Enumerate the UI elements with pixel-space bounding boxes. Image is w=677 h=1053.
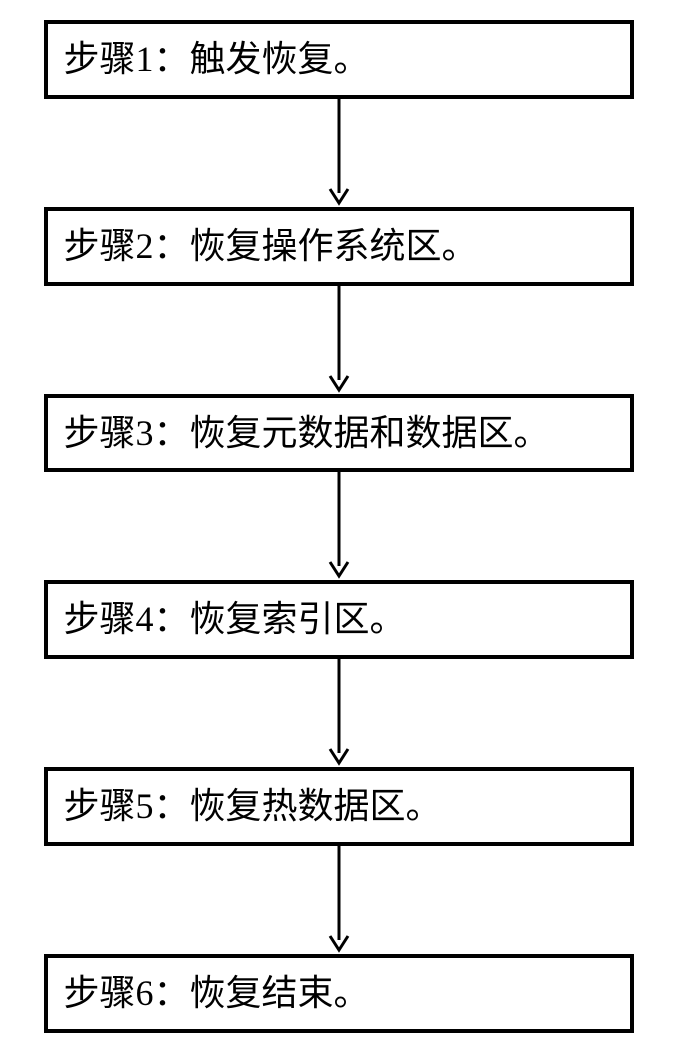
flowchart-container: 步骤1：触发恢复。 步骤2：恢复操作系统区。 步骤3：恢复元数据和数据区。 步骤… (0, 0, 677, 1053)
step-box-2: 步骤2：恢复操作系统区。 (44, 207, 634, 286)
step-label: 步骤5：恢复热数据区。 (64, 786, 442, 826)
arrow-3-4 (40, 472, 637, 580)
step-label: 步骤4：恢复索引区。 (64, 599, 406, 639)
arrow-down-icon (324, 99, 354, 207)
arrow-5-6 (40, 846, 637, 954)
step-box-6: 步骤6：恢复结束。 (44, 954, 634, 1033)
arrow-4-5 (40, 659, 637, 767)
arrow-down-icon (324, 472, 354, 580)
step-box-4: 步骤4：恢复索引区。 (44, 580, 634, 659)
step-box-1: 步骤1：触发恢复。 (44, 20, 634, 99)
arrow-1-2 (40, 99, 637, 207)
arrow-down-icon (324, 659, 354, 767)
step-label: 步骤6：恢复结束。 (64, 973, 370, 1013)
arrow-2-3 (40, 286, 637, 394)
arrow-down-icon (324, 846, 354, 954)
step-box-3: 步骤3：恢复元数据和数据区。 (44, 394, 634, 473)
step-box-5: 步骤5：恢复热数据区。 (44, 767, 634, 846)
step-label: 步骤1：触发恢复。 (64, 39, 370, 79)
step-label: 步骤2：恢复操作系统区。 (64, 226, 478, 266)
step-label: 步骤3：恢复元数据和数据区。 (64, 413, 550, 453)
arrow-down-icon (324, 286, 354, 394)
